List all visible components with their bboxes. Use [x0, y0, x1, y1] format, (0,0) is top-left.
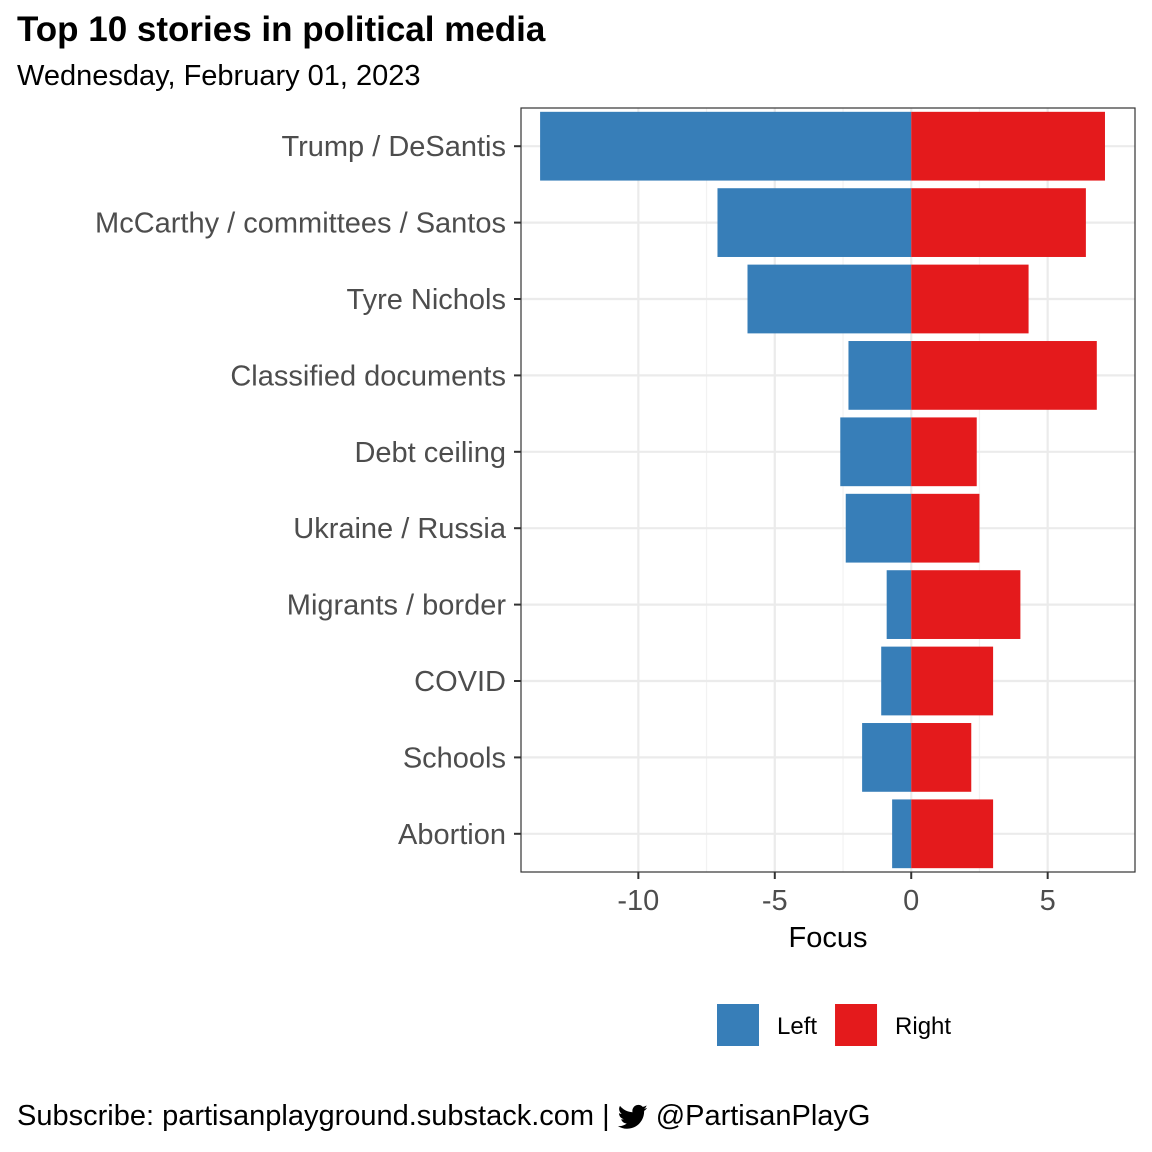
ticks-layer: Trump / DeSantis McCarthy / committees / …	[95, 131, 1056, 917]
y-tick-label: Ukraine / Russia	[293, 513, 507, 545]
y-tick-label: Schools	[403, 742, 506, 774]
y-tick-label: Trump / DeSantis	[281, 131, 506, 163]
bar-left-7	[886, 570, 912, 639]
legend-key-right	[835, 1004, 878, 1046]
legend-label-left: Left	[777, 1013, 817, 1040]
bar-right-10	[911, 799, 994, 869]
y-tick-label: Debt ceiling	[354, 437, 506, 469]
legend-key-left	[717, 1004, 759, 1046]
bar-right-5	[911, 417, 977, 487]
bar-left-5	[840, 417, 912, 487]
y-tick-label: McCarthy / committees / Santos	[95, 208, 506, 240]
y-tick-label: Classified documents	[230, 360, 506, 392]
panel-border	[520, 107, 1136, 873]
bar-left-4	[848, 341, 912, 410]
bars-layer	[540, 111, 1105, 869]
bar-left-10	[892, 799, 912, 869]
y-tick-label: Abortion	[398, 819, 506, 851]
bar-right-3	[911, 264, 1029, 334]
bar-left-2	[717, 188, 912, 257]
x-tick-label: 5	[1040, 885, 1056, 917]
legend: Left Right	[717, 1004, 951, 1046]
bar-left-9	[862, 723, 912, 792]
bar-left-3	[747, 264, 912, 334]
y-tick-label: COVID	[414, 666, 506, 698]
y-tick-label: Migrants / border	[287, 590, 507, 622]
chart-subtitle: Wednesday, February 01, 2023	[17, 60, 421, 92]
legend-label-right: Right	[895, 1013, 951, 1040]
chart-title: Top 10 stories in political media	[17, 10, 546, 49]
x-tick-label: 0	[903, 885, 919, 917]
y-tick-label: Tyre Nichols	[346, 284, 506, 316]
bar-right-8	[911, 646, 994, 716]
bar-right-4	[911, 341, 1097, 410]
x-axis-title: Focus	[789, 922, 868, 954]
bar-right-6	[911, 493, 980, 563]
bar-right-7	[911, 570, 1021, 639]
bar-right-9	[911, 723, 972, 792]
twitter-bird-icon	[617, 1104, 648, 1129]
bar-right-2	[911, 188, 1086, 257]
bar-right-1	[911, 111, 1105, 181]
x-tick-label: -5	[762, 885, 788, 917]
footer: Subscribe: partisanplayground.substack.c…	[17, 1100, 870, 1133]
bar-left-1	[540, 111, 912, 181]
subscribe-text: Subscribe: partisanplayground.substack.c…	[17, 1100, 610, 1132]
x-tick-label: -10	[617, 885, 659, 917]
bar-left-6	[845, 493, 912, 563]
bar-left-8	[881, 646, 912, 716]
twitter-handle: @PartisanPlayG	[655, 1100, 871, 1132]
